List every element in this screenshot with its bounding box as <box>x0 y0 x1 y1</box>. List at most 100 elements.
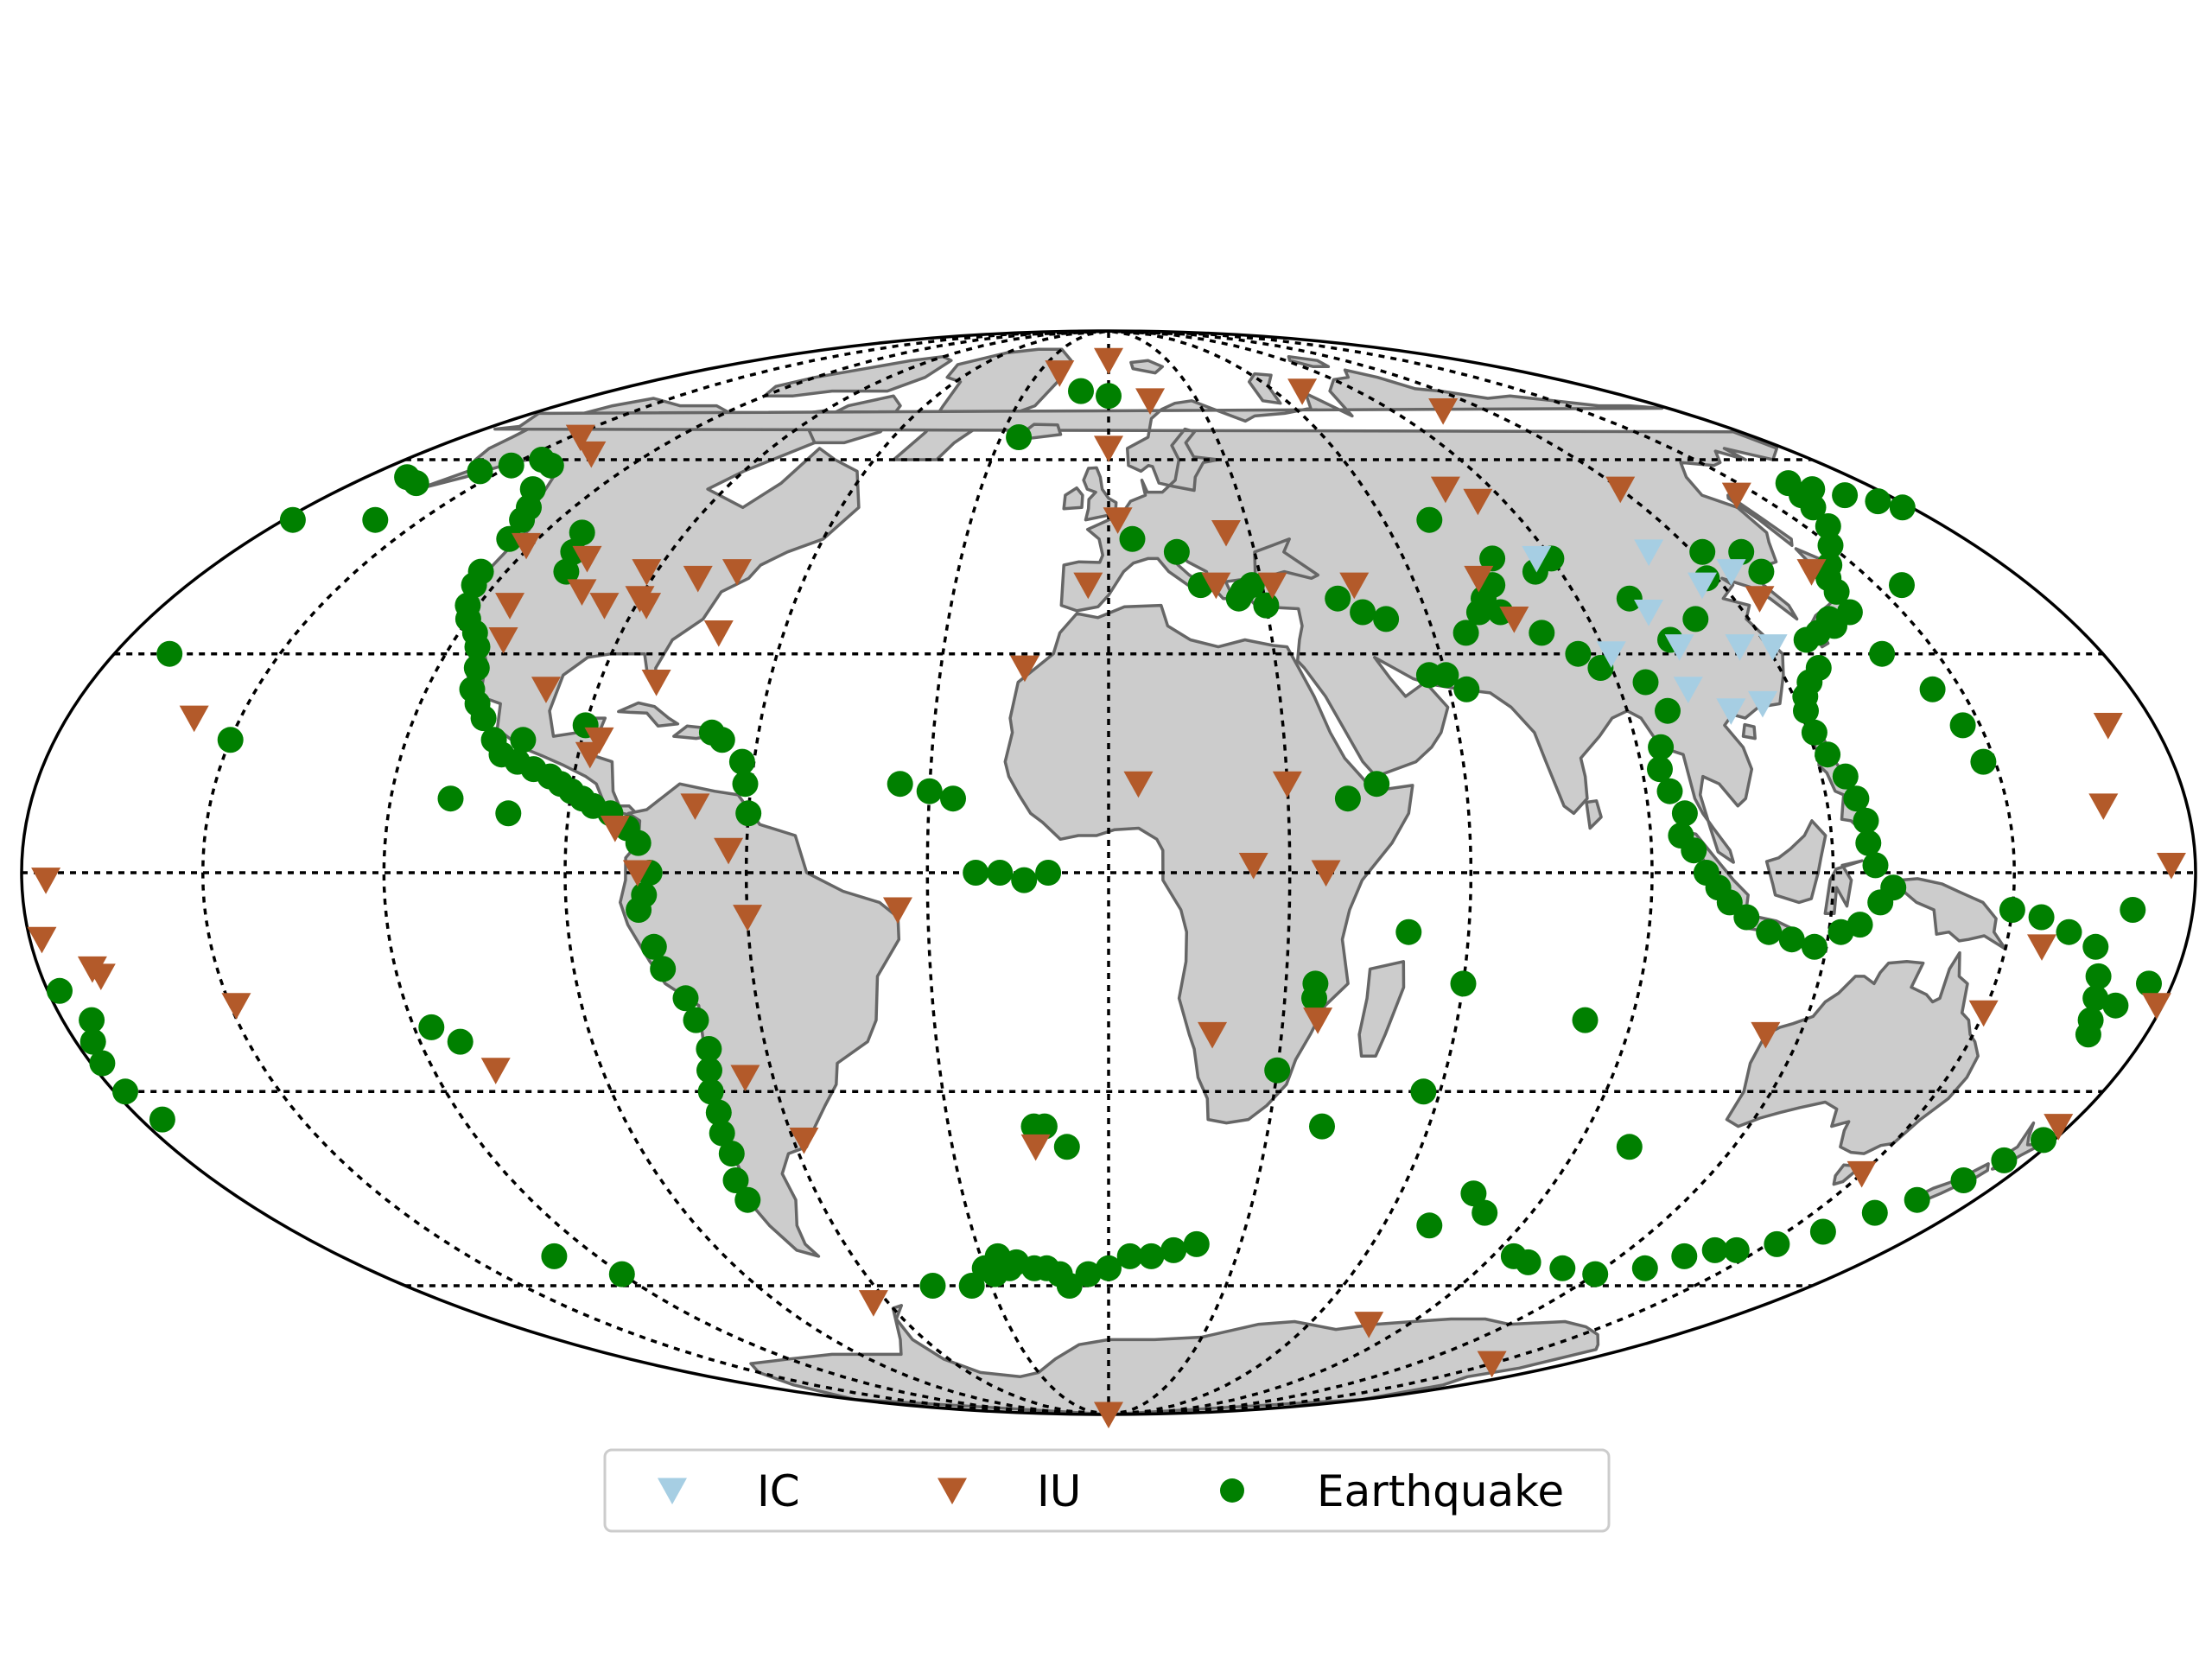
iu-station-marker <box>179 705 209 733</box>
iu-station-marker <box>1745 586 1775 613</box>
land-mass <box>1897 877 2007 951</box>
iu-station-marker <box>1103 507 1133 534</box>
earthquake-point <box>1748 558 1775 585</box>
iu-station-marker <box>2141 993 2171 1020</box>
earthquake-point <box>683 1007 709 1033</box>
iu-station-marker <box>1287 378 1318 405</box>
iu-station-marker <box>1796 559 1827 586</box>
iu-station-marker <box>2088 793 2119 820</box>
earthquake-point <box>718 1141 745 1167</box>
legend-label-iu: IU <box>1037 1466 1081 1516</box>
iu-station-marker <box>1094 1402 1123 1429</box>
earthquake-point <box>1889 572 1915 599</box>
iu-station-marker <box>2044 1114 2074 1141</box>
earthquake-point <box>437 785 464 812</box>
earthquake-point <box>1880 874 1907 901</box>
iu-station-marker <box>1238 852 1268 880</box>
land-mass <box>1725 950 1980 1155</box>
earthquake-point <box>1302 970 1329 997</box>
iu-station-marker <box>1303 1007 1333 1034</box>
iu-station-marker <box>683 565 713 593</box>
iu-station-marker <box>2093 712 2123 740</box>
earthquake-point <box>1160 1236 1187 1263</box>
earthquake-point <box>2082 985 2109 1012</box>
earthquake-point <box>650 956 677 982</box>
ic-station-marker <box>1634 600 1664 626</box>
iu-station-marker <box>1463 488 1493 516</box>
earthquake-point <box>537 452 564 479</box>
earthquake-point <box>1006 424 1033 450</box>
earthquake-point <box>447 1028 474 1055</box>
ic-station-marker <box>1716 698 1746 725</box>
earthquake-point <box>1815 741 1841 768</box>
earthquake-point <box>1853 807 1879 834</box>
earthquake-point <box>79 1007 105 1033</box>
earthquake-point <box>1453 676 1480 702</box>
iu-station-marker <box>480 1058 511 1084</box>
earthquake-point <box>1264 1057 1291 1084</box>
meridian-line <box>1108 331 1292 1414</box>
legend-label-ic: IC <box>757 1466 800 1516</box>
ic-station-marker <box>1522 545 1552 573</box>
earthquake-point <box>1500 1243 1527 1269</box>
land-mass <box>763 354 953 397</box>
earthquake-point <box>279 506 306 533</box>
earthquake-point <box>1836 599 1863 626</box>
land-mass <box>892 347 1073 461</box>
iu-station-marker <box>1339 572 1370 600</box>
earthquake-point <box>1656 778 1683 804</box>
earthquake-point <box>1460 1180 1487 1207</box>
earthquake-point <box>2085 963 2112 989</box>
iu-station-marker <box>641 670 671 696</box>
iu-station-marker <box>1045 360 1075 387</box>
iu-station-marker <box>1198 1021 1228 1049</box>
earthquake-point <box>608 1261 635 1287</box>
land-mass <box>1129 359 1165 375</box>
land-mass <box>1247 372 1282 405</box>
earthquake-point <box>958 1273 985 1299</box>
earthquake-point <box>1671 1243 1698 1269</box>
iu-station-marker <box>1499 606 1529 633</box>
earthquake-point <box>1395 918 1422 945</box>
earthquake-point <box>217 727 244 753</box>
earthquake-point <box>1801 719 1827 746</box>
earthquake-point <box>626 897 652 923</box>
marker-layer <box>27 347 2186 1429</box>
earthquake-point <box>569 519 595 546</box>
earthquake-point <box>1728 538 1755 565</box>
earthquake-point <box>1805 655 1832 681</box>
earthquake-point <box>1817 532 1844 559</box>
iu-station-marker <box>1020 1134 1051 1161</box>
earthquake-point <box>1756 918 1783 945</box>
earthquake-point <box>1775 470 1802 497</box>
iu-station-marker <box>1477 1351 1507 1378</box>
land-mass <box>1287 354 1331 369</box>
earthquake-point <box>1416 506 1443 533</box>
earthquake-point <box>1230 578 1256 605</box>
earthquake-point <box>1616 585 1643 612</box>
iu-station-marker <box>1464 565 1494 593</box>
earthquake-point <box>709 1120 735 1147</box>
iu-station-marker <box>1272 771 1302 798</box>
iu-station-marker <box>1201 572 1231 600</box>
earthquake-point <box>2028 904 2055 931</box>
earthquake-point <box>1373 606 1400 632</box>
earthquake-point <box>1479 545 1506 572</box>
earthquake-point <box>1919 676 1946 702</box>
earthquake-point <box>47 977 73 1004</box>
ic-station-marker <box>1758 634 1788 661</box>
meridian-line <box>1108 331 1473 1414</box>
earthquake-point <box>1801 933 1827 960</box>
meridian-line <box>200 331 1109 1414</box>
earthquake-point <box>1816 552 1843 578</box>
earthquake-point <box>1716 889 1743 916</box>
earthquake-point <box>1035 860 1062 886</box>
earthquake-point <box>1671 800 1698 827</box>
earthquake-point <box>464 633 491 660</box>
iu-station-marker <box>632 559 662 586</box>
earthquake-point <box>1350 599 1376 626</box>
iu-station-marker <box>714 837 744 865</box>
earthquake-point <box>1450 970 1477 997</box>
iu-station-marker <box>2027 934 2057 961</box>
